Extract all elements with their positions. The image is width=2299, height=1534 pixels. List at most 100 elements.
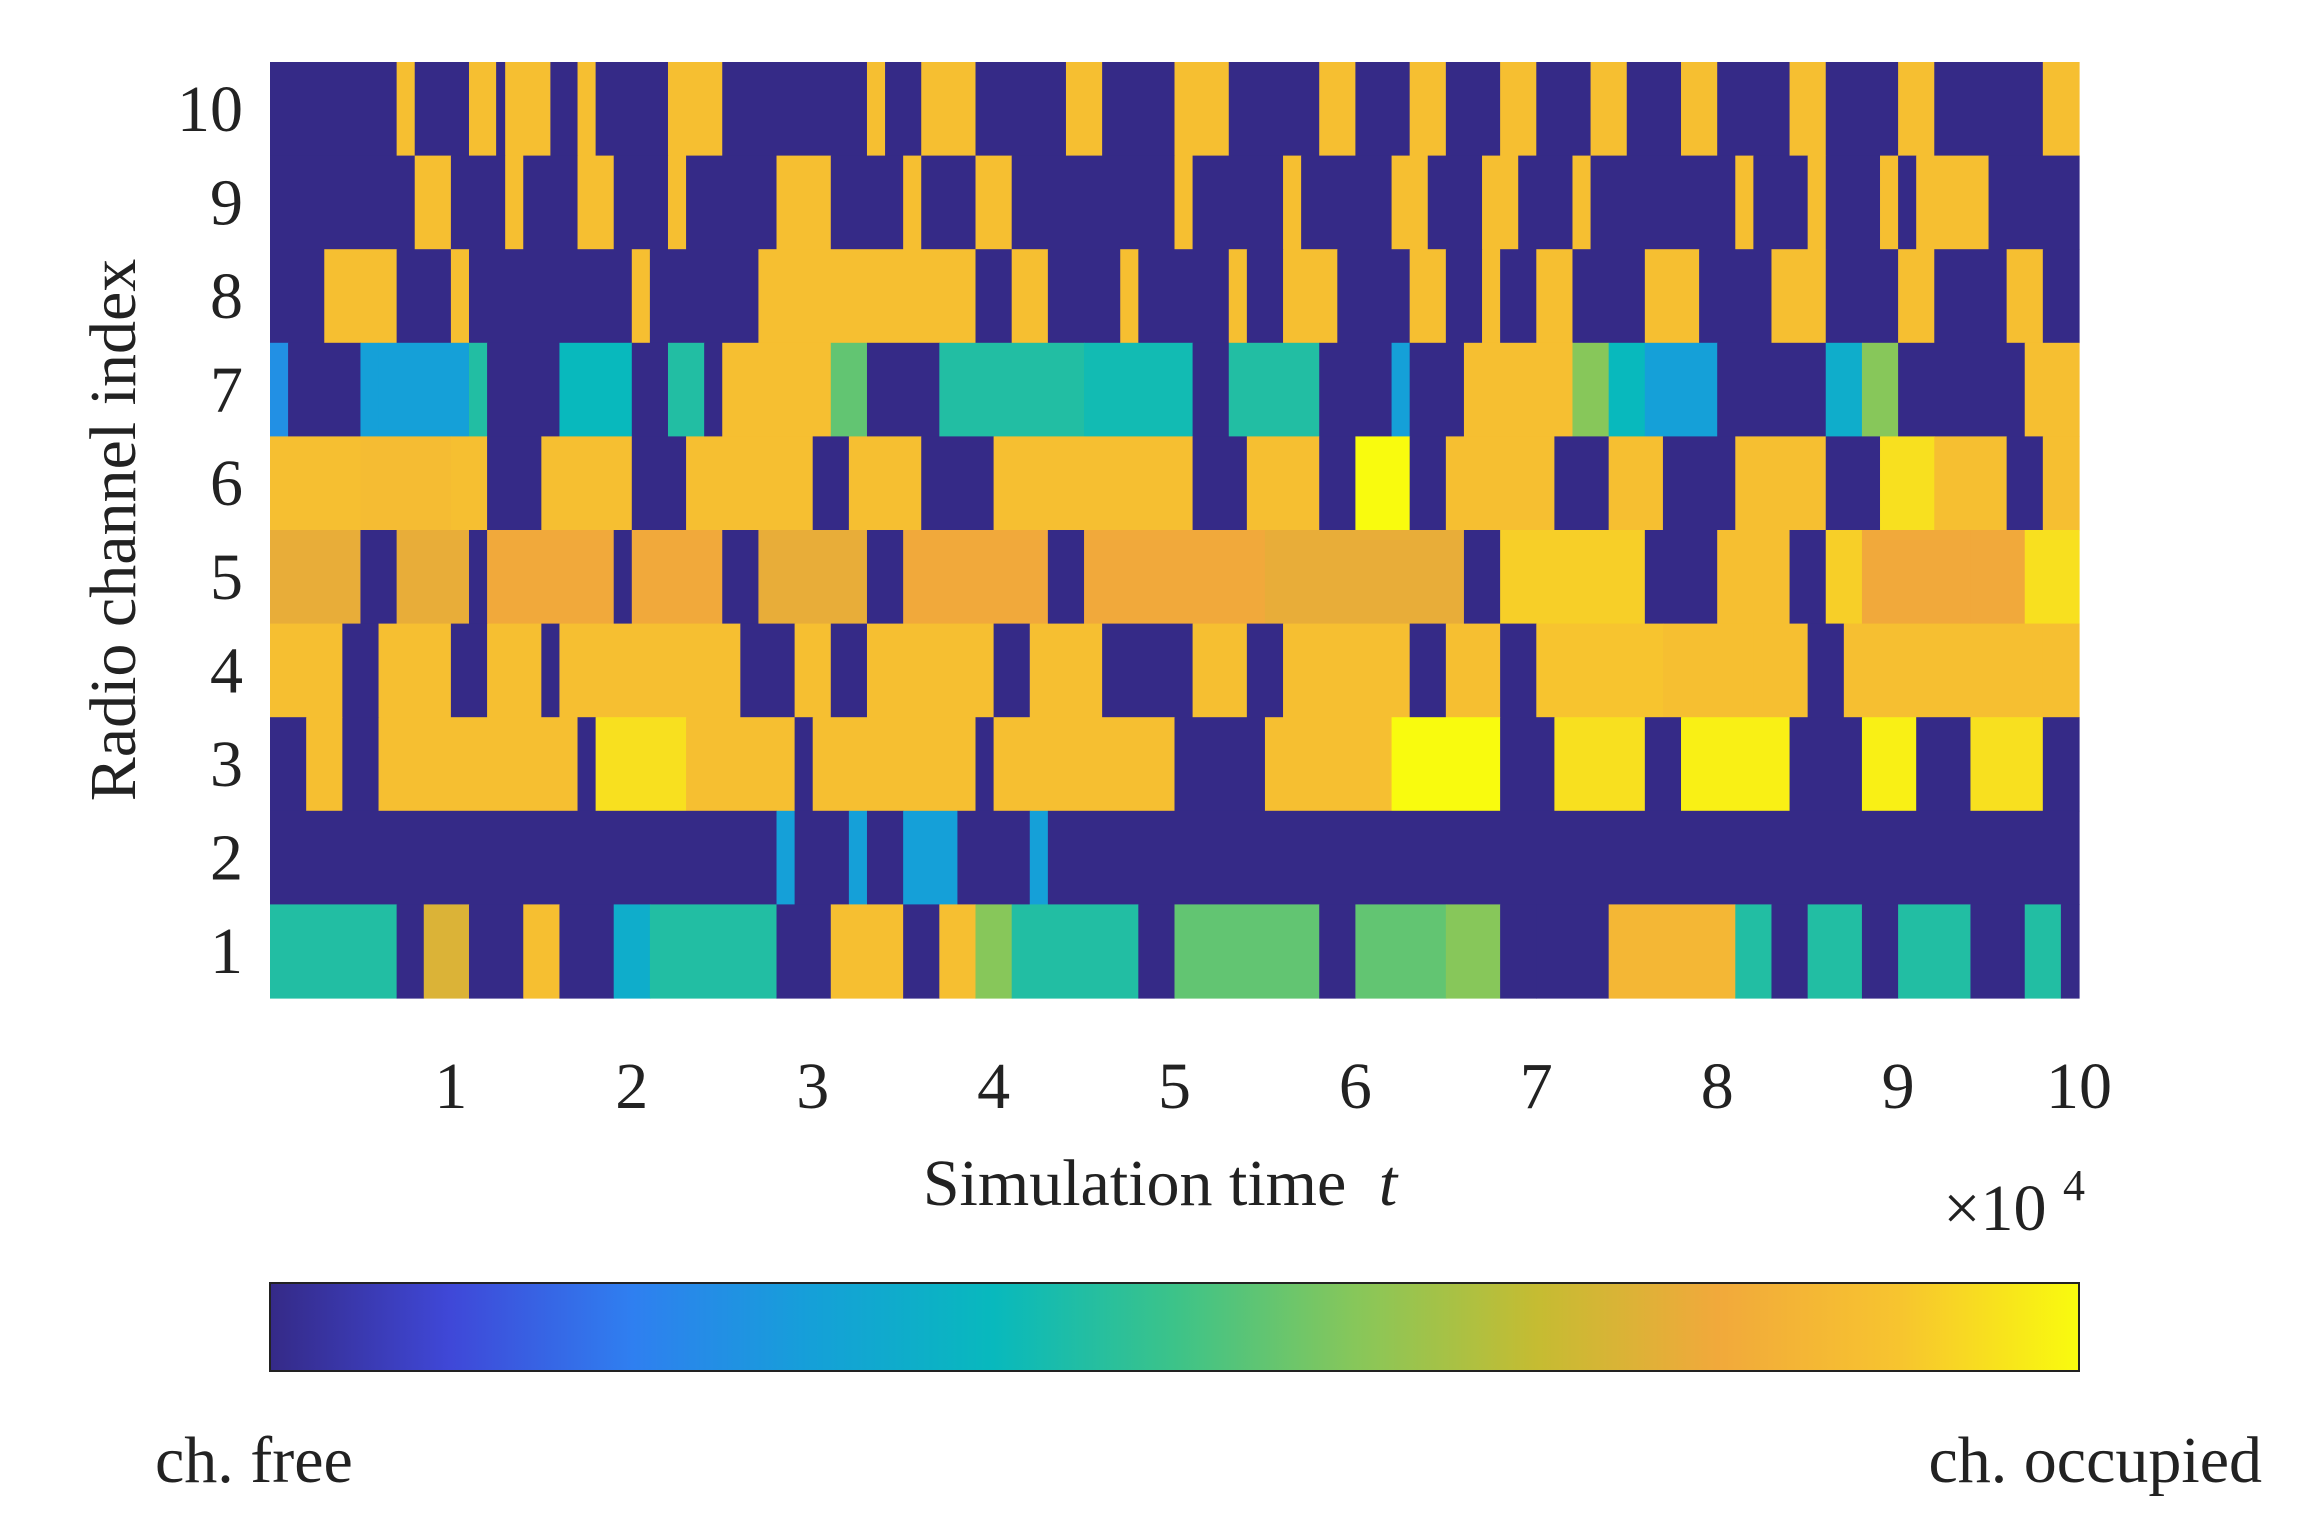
heatmap-cell-ch7 bbox=[631, 342, 669, 437]
heatmap-cell-ch9 bbox=[903, 155, 922, 250]
heatmap-cell-ch8 bbox=[1898, 249, 1935, 344]
heatmap-cell-ch9 bbox=[1735, 155, 1754, 250]
heatmap-cell-ch10 bbox=[1500, 62, 1537, 157]
heatmap-cell-ch7 bbox=[378, 342, 470, 437]
x-tick-label: 1 bbox=[434, 1050, 467, 1123]
heatmap-cell-ch8 bbox=[1228, 249, 1248, 344]
x-tick-label: 3 bbox=[796, 1050, 829, 1123]
heatmap-cell-ch9 bbox=[613, 155, 669, 250]
heatmap-cell-ch8 bbox=[1246, 249, 1284, 344]
heatmap-cell-ch9 bbox=[1753, 155, 1809, 250]
heatmap-cell-ch8 bbox=[1771, 249, 1827, 344]
y-tick-label: 6 bbox=[210, 447, 243, 520]
x-tick-label: 4 bbox=[977, 1050, 1010, 1123]
heatmap-cell-ch6 bbox=[1445, 436, 1555, 531]
heatmap-cell-ch10 bbox=[1590, 62, 1628, 157]
heatmap-cell-ch1 bbox=[830, 904, 904, 999]
heatmap-cell-ch4 bbox=[1102, 623, 1194, 718]
heatmap-cell-ch5 bbox=[1970, 530, 2026, 625]
heatmap-cell-ch10 bbox=[577, 62, 597, 157]
heatmap-cell-ch8 bbox=[2042, 249, 2080, 344]
heatmap-cell-ch6 bbox=[1319, 436, 1356, 531]
heatmap-cell-ch8 bbox=[649, 249, 760, 344]
heatmap-cell-ch1 bbox=[1898, 904, 1972, 999]
heatmap-cell-ch10 bbox=[396, 62, 416, 157]
heatmap-cell-ch9 bbox=[1590, 155, 1736, 250]
heatmap-cell-ch3 bbox=[1916, 717, 1972, 812]
heatmap-cell-ch2 bbox=[866, 810, 904, 905]
heatmap-cell-ch8 bbox=[1644, 249, 1700, 344]
y-tick-label: 7 bbox=[210, 354, 243, 427]
heatmap-cell-ch3 bbox=[1554, 717, 1646, 812]
heatmap-cell-ch10 bbox=[1174, 62, 1230, 157]
heatmap-cell-ch3 bbox=[1391, 717, 1501, 812]
heatmap-cell-ch1 bbox=[776, 904, 832, 999]
heatmap-cell-ch7 bbox=[1192, 342, 1230, 437]
heatmap-cell-ch7 bbox=[939, 342, 1085, 437]
heatmap-cell-ch9 bbox=[1518, 155, 1574, 250]
heatmap-cell-ch10 bbox=[1536, 62, 1592, 157]
x-tick-label: 7 bbox=[1520, 1050, 1553, 1123]
heatmap-cell-ch10 bbox=[1626, 62, 1682, 157]
heatmap-cell-ch10 bbox=[885, 62, 922, 157]
heatmap-cell-ch10 bbox=[1789, 62, 1827, 157]
heatmap-cell-ch5 bbox=[631, 530, 723, 625]
heatmap-cell-ch5 bbox=[1084, 530, 1266, 625]
heatmap-cell-ch3 bbox=[577, 717, 597, 812]
heatmap-cell-ch7 bbox=[830, 342, 868, 437]
heatmap-cell-ch10 bbox=[1717, 62, 1791, 157]
heatmap-cell-ch4 bbox=[559, 623, 741, 718]
heatmap-cell-ch9 bbox=[1283, 155, 1302, 250]
heatmap-cell-ch1 bbox=[468, 904, 524, 999]
heatmap-cell-ch9 bbox=[1898, 155, 1917, 250]
heatmap-cell-ch6 bbox=[686, 436, 814, 531]
heatmap-cell-ch6 bbox=[631, 436, 687, 531]
heatmap-cell-ch10 bbox=[1355, 62, 1411, 157]
heatmap-cell-ch4 bbox=[270, 623, 343, 718]
heatmap-cell-ch9 bbox=[776, 155, 832, 250]
heatmap-cell-ch10 bbox=[722, 62, 868, 157]
heatmap-cell-ch10 bbox=[2042, 62, 2080, 157]
heatmap-cell-ch8 bbox=[270, 249, 325, 344]
heatmap-cell-ch9 bbox=[450, 155, 506, 250]
heatmap-cell-ch3 bbox=[812, 717, 977, 812]
heatmap-cell-ch4 bbox=[1246, 623, 1284, 718]
heatmap-cell-ch2 bbox=[903, 810, 959, 905]
heatmap-cell-ch5 bbox=[468, 530, 488, 625]
heatmap-cell-ch1 bbox=[423, 904, 470, 999]
heatmap-cell-ch7 bbox=[1319, 342, 1393, 437]
x-tick-label: 10 bbox=[2046, 1050, 2112, 1123]
heatmap-cell-ch10 bbox=[270, 62, 398, 157]
heatmap-cell-ch4 bbox=[378, 623, 452, 718]
heatmap-cell-ch8 bbox=[758, 249, 977, 344]
heatmap-cell-ch5 bbox=[487, 530, 615, 625]
heatmap-cell-ch3 bbox=[993, 717, 1176, 812]
y-tick-label: 10 bbox=[177, 73, 243, 146]
x-axis-multiplier: ×10 4 bbox=[1943, 1161, 2085, 1245]
heatmap-cell-ch9 bbox=[1880, 155, 1899, 250]
heatmap-cell-ch6 bbox=[450, 436, 488, 531]
heatmap-cell-ch8 bbox=[631, 249, 651, 344]
heatmap-cell-ch3 bbox=[1174, 717, 1266, 812]
heatmap-cell-ch1 bbox=[939, 904, 977, 999]
heatmap-cell-ch10 bbox=[921, 62, 977, 157]
heatmap-cell-ch7 bbox=[1717, 342, 1827, 437]
heatmap-cell-ch6 bbox=[1662, 436, 1736, 531]
heatmap-cell-ch1 bbox=[1174, 904, 1320, 999]
heatmap-cell-ch1 bbox=[1735, 904, 1773, 999]
heatmap-cell-ch9 bbox=[667, 155, 687, 250]
heatmap-cell-ch9 bbox=[1807, 155, 1827, 250]
heatmap-cell-ch10 bbox=[1409, 62, 1447, 157]
heatmap-cell-ch8 bbox=[1409, 249, 1447, 344]
heatmap-cell-ch8 bbox=[975, 249, 1013, 344]
heatmap-cell-ch1 bbox=[270, 904, 398, 999]
heatmap-cell-ch5 bbox=[722, 530, 760, 625]
heatmap-cell-ch10 bbox=[866, 62, 886, 157]
heatmap-cell-ch4 bbox=[342, 623, 380, 718]
heatmap-cell-ch9 bbox=[1391, 155, 1429, 250]
heatmap-cell-ch10 bbox=[1825, 62, 1899, 157]
x-axis-label: Simulation time t bbox=[923, 1147, 1399, 1220]
x-axis-label-variable: t bbox=[1379, 1147, 1399, 1220]
heatmap-cell-ch10 bbox=[550, 62, 579, 157]
